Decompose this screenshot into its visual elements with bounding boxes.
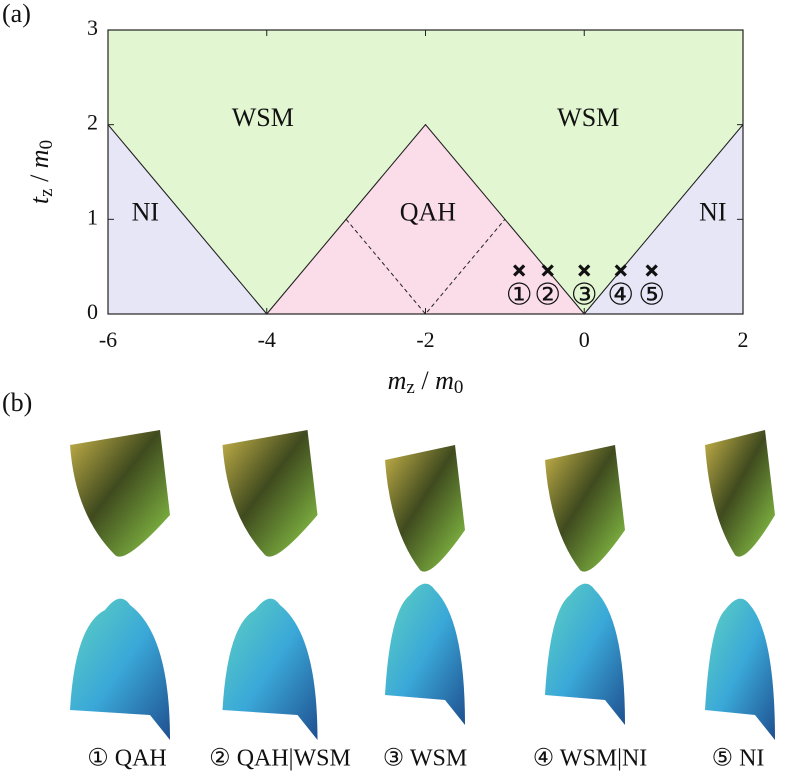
axis-label-part: z <box>406 377 414 398</box>
point-label: ④ <box>607 278 634 311</box>
upper-band <box>222 430 318 557</box>
x-tick-label: -2 <box>416 327 434 352</box>
region-label: WSM <box>557 103 619 132</box>
upper-band <box>70 430 170 557</box>
axis-label-part: / <box>415 366 435 395</box>
cross-marker <box>541 264 554 277</box>
axis-label-part: 0 <box>36 140 57 150</box>
y-tick-label: 2 <box>87 110 98 135</box>
panel-label: (b) <box>2 388 32 417</box>
axis-label: tz / m0 <box>25 140 57 204</box>
panel-label: (a) <box>2 0 31 28</box>
point-label: ② <box>534 278 561 311</box>
band-label: ② QAH|WSM <box>209 746 351 772</box>
band-label: ④ WSM|NI <box>533 746 648 772</box>
upper-band <box>385 445 465 572</box>
point-label: ③ <box>571 278 598 311</box>
band-label: ③ WSM <box>383 746 467 772</box>
region-label: NI <box>699 198 726 227</box>
x-tick-label: 0 <box>579 327 590 352</box>
axis-label: mz / m0 <box>388 366 464 398</box>
lower-band <box>70 598 170 740</box>
axis-label-part: m <box>25 149 54 168</box>
phase-point <box>614 264 627 277</box>
region-label: WSM <box>232 103 294 132</box>
region-label: QAH <box>400 198 457 227</box>
cross-marker <box>614 264 627 277</box>
cross-marker <box>645 264 658 277</box>
cross-marker <box>578 264 591 277</box>
phase-point <box>541 264 554 277</box>
upper-band <box>545 445 625 572</box>
phase-point <box>578 264 591 277</box>
axis-label-part: z <box>36 188 57 196</box>
band-label: ① QAH <box>87 746 167 772</box>
lower-band <box>222 598 318 740</box>
point-label: ⑤ <box>638 278 665 311</box>
phase-point <box>645 264 658 277</box>
region-label: NI <box>132 198 159 227</box>
lower-band <box>385 583 465 725</box>
band-label: ⑤ NI <box>712 746 765 772</box>
band-surfaces <box>70 430 775 740</box>
y-tick-label: 1 <box>87 204 98 229</box>
phase-point <box>513 264 526 277</box>
lower-band <box>705 598 775 740</box>
y-tick-label: 0 <box>87 299 98 324</box>
cross-marker <box>513 264 526 277</box>
axis-label-part: m <box>388 366 407 395</box>
y-tick-label: 3 <box>87 15 98 40</box>
point-label: ① <box>506 278 533 311</box>
lower-band <box>545 583 625 725</box>
axis-label-part: m <box>435 366 454 395</box>
axis-label-part: 0 <box>454 377 464 398</box>
axis-label-part: / <box>25 168 54 188</box>
phase-boundary-dashed <box>345 219 506 315</box>
x-tick-label: 2 <box>738 327 749 352</box>
axis-label-part: t <box>25 196 54 204</box>
x-tick-label: -6 <box>99 327 117 352</box>
upper-band <box>705 430 775 557</box>
x-tick-label: -4 <box>258 327 276 352</box>
